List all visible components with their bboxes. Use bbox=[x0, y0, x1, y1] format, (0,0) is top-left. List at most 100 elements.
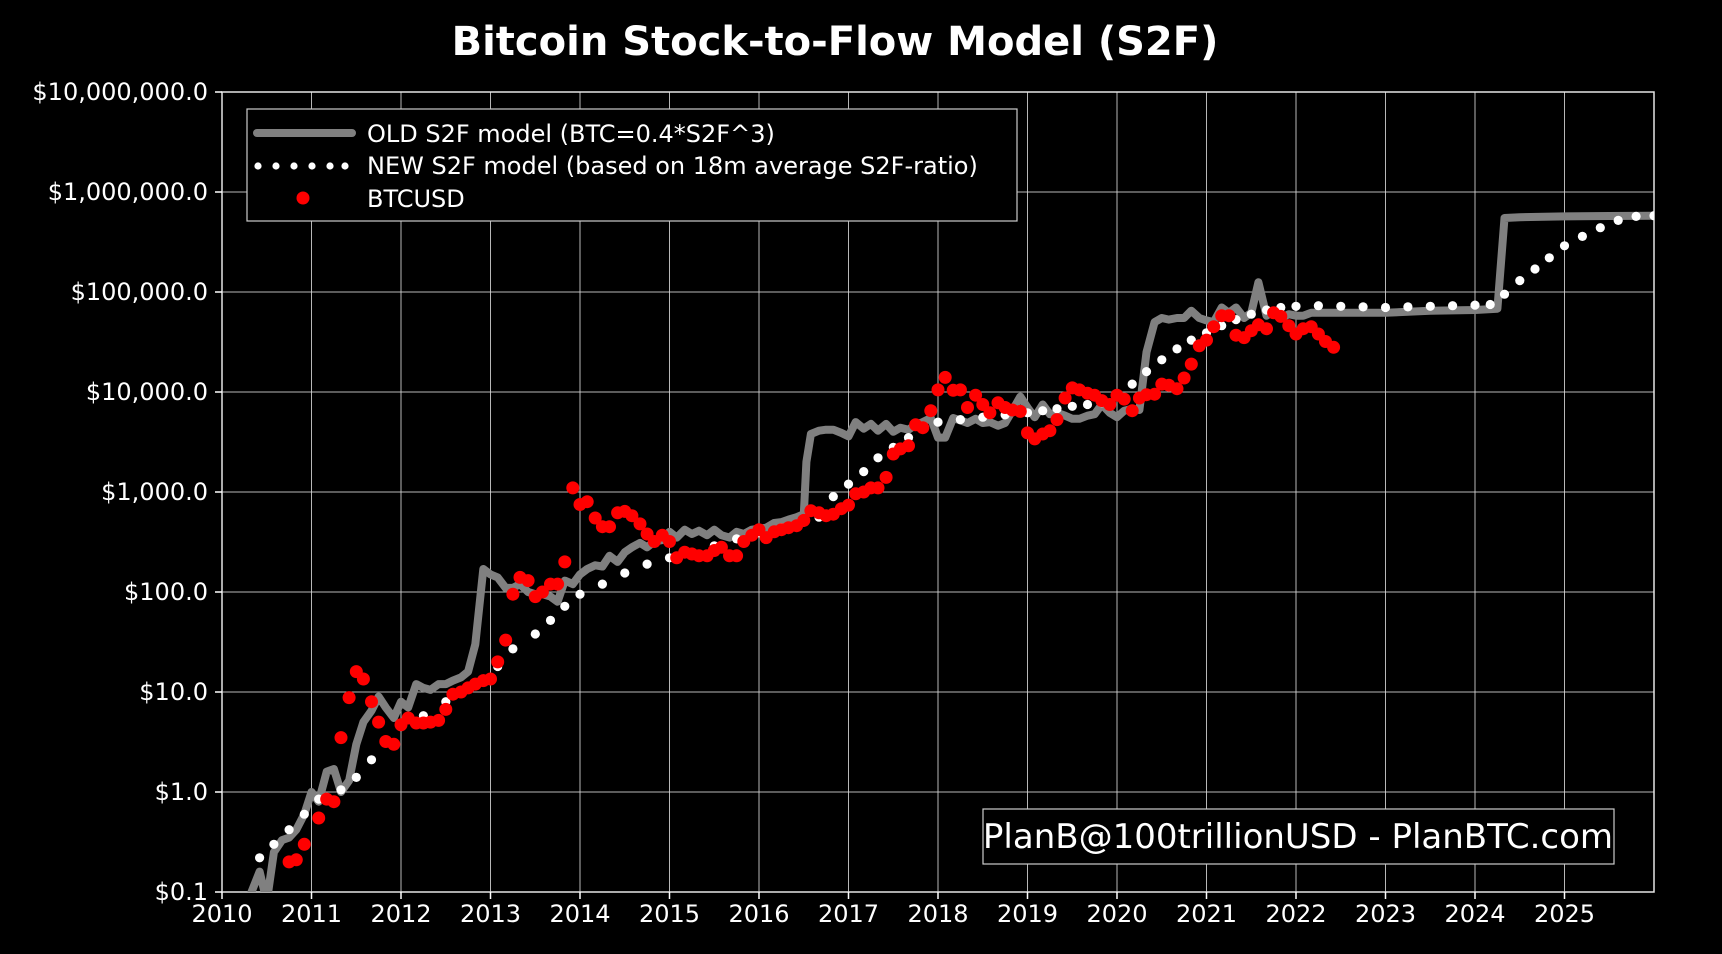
x-tick-label: 2021 bbox=[1176, 900, 1237, 928]
btcusd-point bbox=[603, 520, 616, 534]
legend-old-model-label: OLD S2F model (BTC=0.4*S2F^3) bbox=[367, 120, 775, 148]
btcusd-point bbox=[714, 540, 728, 554]
btcusd-point bbox=[1117, 392, 1131, 406]
btcusd-point bbox=[983, 406, 997, 420]
new-s2f-model-point bbox=[1403, 302, 1413, 312]
legend: OLD S2F model (BTC=0.4*S2F^3) NEW S2F mo… bbox=[246, 108, 1018, 222]
new-s2f-model-point bbox=[1141, 367, 1152, 377]
btcusd-point bbox=[902, 439, 915, 453]
old-s2f-model-line bbox=[247, 211, 1654, 892]
btcusd-point bbox=[871, 481, 885, 495]
y-tick-label: $10,000.0 bbox=[86, 378, 208, 406]
x-tick-label: 2015 bbox=[639, 900, 700, 928]
new-s2f-model-point bbox=[1038, 406, 1048, 416]
new-s2f-model-point bbox=[336, 785, 346, 795]
btcusd-point bbox=[1184, 357, 1198, 371]
btcusd-point bbox=[797, 513, 811, 527]
btcusd-point bbox=[297, 837, 311, 851]
new-s2f-model-point bbox=[1515, 276, 1525, 286]
new-s2f-model-point bbox=[575, 589, 585, 599]
btcusd-point bbox=[1043, 424, 1057, 438]
x-tick-label: 2020 bbox=[1086, 900, 1147, 928]
x-tick-label: 2013 bbox=[460, 900, 521, 928]
btcusd-point bbox=[1177, 371, 1191, 385]
btcusd-point bbox=[439, 702, 453, 716]
x-tick-label: 2019 bbox=[997, 900, 1058, 928]
new-s2f-model-point bbox=[1313, 301, 1323, 311]
btcusd-point bbox=[334, 731, 348, 745]
new-s2f-model-point bbox=[1157, 355, 1167, 365]
new-s2f-model-point bbox=[843, 479, 854, 489]
btcusd-point bbox=[924, 404, 938, 418]
btcusd-point bbox=[842, 498, 855, 512]
new-s2f-model-point bbox=[1425, 301, 1435, 311]
y-tick-label: $100.0 bbox=[124, 578, 208, 606]
btcusd-point bbox=[1260, 322, 1273, 336]
x-tick-label: 2014 bbox=[549, 900, 610, 928]
new-s2f-model-point bbox=[1631, 211, 1641, 221]
y-tick-label: $1.0 bbox=[155, 778, 208, 806]
new-s2f-model-point bbox=[366, 755, 377, 765]
btcusd-point bbox=[521, 574, 535, 588]
btcusd-point bbox=[625, 509, 639, 523]
new-s2f-model-point bbox=[873, 453, 883, 463]
btcusd-point bbox=[432, 713, 446, 727]
new-s2f-model-point bbox=[1499, 289, 1510, 299]
btcusd-point bbox=[1050, 413, 1064, 427]
btcusd-point bbox=[969, 388, 983, 402]
btcusd-point bbox=[1222, 309, 1236, 323]
new-s2f-model-point bbox=[1485, 299, 1495, 310]
new-s2f-model-point bbox=[1172, 344, 1182, 354]
btcusd-point bbox=[1013, 404, 1027, 418]
x-tick-label: 2011 bbox=[281, 900, 342, 928]
new-s2f-model-point bbox=[828, 492, 838, 502]
btcusd-point bbox=[1148, 387, 1162, 401]
new-s2f-model-point bbox=[1530, 264, 1540, 274]
new-s2f-model-point bbox=[1246, 309, 1256, 319]
new-s2f-model-point bbox=[1559, 241, 1570, 251]
btcusd-series bbox=[282, 306, 1341, 869]
new-s2f-model-point bbox=[1291, 301, 1301, 311]
new-s2f-model-point bbox=[1649, 211, 1654, 221]
btcusd-point bbox=[558, 555, 572, 569]
btcusd-point bbox=[535, 585, 549, 599]
btcusd-point bbox=[365, 695, 378, 709]
y-tick-label: $1,000,000.0 bbox=[48, 178, 208, 206]
new-s2f-model-point bbox=[255, 853, 265, 863]
btcusd-point bbox=[551, 577, 565, 591]
annotation-box: PlanB@100trillionUSD - PlanBTC.com bbox=[982, 808, 1615, 865]
legend-new-model-swatch bbox=[254, 162, 349, 170]
new-s2f-model-point bbox=[351, 772, 361, 783]
annotation-text: PlanB@100trillionUSD - PlanBTC.com bbox=[983, 817, 1613, 857]
btcusd-point bbox=[663, 535, 676, 548]
btcusd-point bbox=[1103, 398, 1117, 411]
btcusd-point bbox=[938, 370, 952, 384]
legend-box bbox=[246, 108, 1018, 222]
x-tick-label: 2023 bbox=[1355, 900, 1416, 928]
btcusd-point bbox=[312, 811, 326, 825]
x-tick-label: 2016 bbox=[728, 900, 789, 928]
new-s2f-model-point bbox=[530, 629, 540, 639]
y-tick-label: $10,000,000.0 bbox=[32, 78, 208, 106]
btcusd-point bbox=[961, 401, 974, 414]
new-s2f-model-point bbox=[642, 559, 652, 569]
x-tick-label: 2024 bbox=[1444, 900, 1505, 928]
y-tick-label: $10.0 bbox=[139, 678, 208, 706]
new-s2f-model-point bbox=[620, 568, 630, 578]
legend-btcusd-label: BTCUSD bbox=[367, 185, 465, 213]
btcusd-point bbox=[289, 853, 303, 867]
new-s2f-model-point bbox=[1448, 301, 1458, 311]
new-s2f-model-point bbox=[1358, 302, 1368, 312]
btcusd-point bbox=[580, 495, 594, 509]
btcusd-point bbox=[588, 511, 602, 525]
btcusd-point bbox=[372, 715, 386, 729]
new-s2f-model-point bbox=[545, 615, 556, 626]
new-s2f-model-point bbox=[955, 415, 966, 425]
legend-new-model-label: NEW S2F model (based on 18m average S2F-… bbox=[367, 152, 978, 180]
btcusd-point bbox=[356, 672, 370, 686]
x-tick-label: 2012 bbox=[370, 900, 431, 928]
btcusd-point bbox=[633, 517, 647, 531]
btcusd-point bbox=[387, 737, 401, 751]
new-s2f-model-point bbox=[1470, 300, 1480, 310]
